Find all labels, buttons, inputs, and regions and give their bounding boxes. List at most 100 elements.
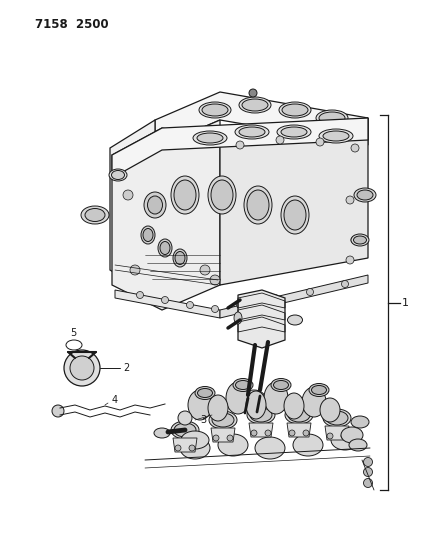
Ellipse shape — [112, 171, 125, 180]
Ellipse shape — [293, 434, 323, 456]
Ellipse shape — [250, 408, 272, 422]
Ellipse shape — [180, 437, 210, 459]
Text: 1: 1 — [402, 297, 409, 308]
Circle shape — [70, 356, 94, 380]
Text: 7158  2500: 7158 2500 — [35, 18, 109, 31]
Circle shape — [327, 433, 333, 439]
Ellipse shape — [264, 382, 288, 414]
Ellipse shape — [246, 391, 266, 419]
Ellipse shape — [174, 180, 196, 210]
Polygon shape — [173, 438, 197, 452]
Ellipse shape — [81, 206, 109, 224]
Circle shape — [316, 138, 324, 146]
Ellipse shape — [85, 208, 105, 222]
Ellipse shape — [218, 434, 248, 456]
Circle shape — [342, 280, 348, 287]
Ellipse shape — [158, 239, 172, 257]
Ellipse shape — [281, 196, 309, 234]
Circle shape — [341, 433, 347, 439]
Text: 4: 4 — [112, 395, 118, 405]
Polygon shape — [220, 275, 368, 318]
Ellipse shape — [181, 431, 209, 449]
Circle shape — [200, 265, 210, 275]
Circle shape — [289, 430, 295, 436]
Ellipse shape — [273, 381, 288, 390]
Polygon shape — [220, 118, 368, 285]
Ellipse shape — [285, 406, 313, 424]
Ellipse shape — [284, 200, 306, 230]
Ellipse shape — [174, 423, 196, 437]
Ellipse shape — [320, 398, 340, 422]
Ellipse shape — [351, 416, 369, 428]
Ellipse shape — [309, 384, 329, 397]
Ellipse shape — [171, 176, 199, 214]
Ellipse shape — [109, 169, 127, 181]
Ellipse shape — [323, 409, 351, 427]
Ellipse shape — [193, 131, 227, 145]
Circle shape — [211, 305, 219, 312]
Ellipse shape — [148, 196, 163, 214]
Circle shape — [351, 144, 359, 152]
Ellipse shape — [281, 127, 307, 137]
Ellipse shape — [239, 127, 265, 137]
Ellipse shape — [235, 381, 250, 390]
Ellipse shape — [202, 104, 228, 116]
Circle shape — [187, 302, 193, 309]
Circle shape — [52, 405, 64, 417]
Ellipse shape — [323, 131, 349, 141]
Circle shape — [178, 411, 192, 425]
Ellipse shape — [195, 386, 215, 400]
Ellipse shape — [244, 186, 272, 224]
Ellipse shape — [247, 406, 275, 424]
Circle shape — [303, 430, 309, 436]
Ellipse shape — [302, 387, 326, 417]
Ellipse shape — [226, 382, 250, 414]
Ellipse shape — [144, 192, 166, 218]
Polygon shape — [238, 290, 285, 348]
Circle shape — [351, 236, 359, 244]
Ellipse shape — [243, 390, 265, 406]
Circle shape — [130, 265, 140, 275]
Circle shape — [346, 256, 354, 264]
Ellipse shape — [288, 408, 310, 422]
Circle shape — [276, 136, 284, 144]
Ellipse shape — [160, 241, 170, 254]
Polygon shape — [115, 290, 220, 318]
Polygon shape — [287, 423, 311, 437]
Circle shape — [346, 196, 354, 204]
Ellipse shape — [312, 385, 327, 394]
Circle shape — [249, 89, 257, 97]
Circle shape — [306, 288, 313, 295]
Circle shape — [265, 430, 271, 436]
Ellipse shape — [271, 378, 291, 392]
Ellipse shape — [319, 112, 345, 124]
Ellipse shape — [199, 102, 231, 118]
Polygon shape — [211, 428, 235, 442]
Ellipse shape — [197, 389, 212, 398]
Circle shape — [227, 435, 233, 441]
Ellipse shape — [341, 427, 363, 443]
Ellipse shape — [288, 315, 303, 325]
Circle shape — [237, 302, 244, 309]
Circle shape — [137, 292, 143, 298]
Ellipse shape — [284, 393, 304, 419]
Ellipse shape — [143, 229, 153, 241]
Circle shape — [189, 445, 195, 451]
Ellipse shape — [279, 102, 311, 118]
Polygon shape — [325, 426, 349, 440]
Polygon shape — [112, 118, 368, 178]
Circle shape — [363, 457, 372, 466]
Ellipse shape — [208, 176, 236, 214]
Circle shape — [123, 190, 133, 200]
Circle shape — [236, 141, 244, 149]
Text: 3: 3 — [200, 415, 206, 425]
Ellipse shape — [354, 188, 376, 202]
Ellipse shape — [212, 413, 234, 427]
Ellipse shape — [197, 133, 223, 143]
Ellipse shape — [331, 430, 359, 450]
Polygon shape — [249, 423, 273, 437]
Text: 2: 2 — [123, 363, 129, 373]
Circle shape — [363, 479, 372, 488]
Ellipse shape — [349, 439, 367, 451]
Text: 5: 5 — [70, 328, 76, 338]
